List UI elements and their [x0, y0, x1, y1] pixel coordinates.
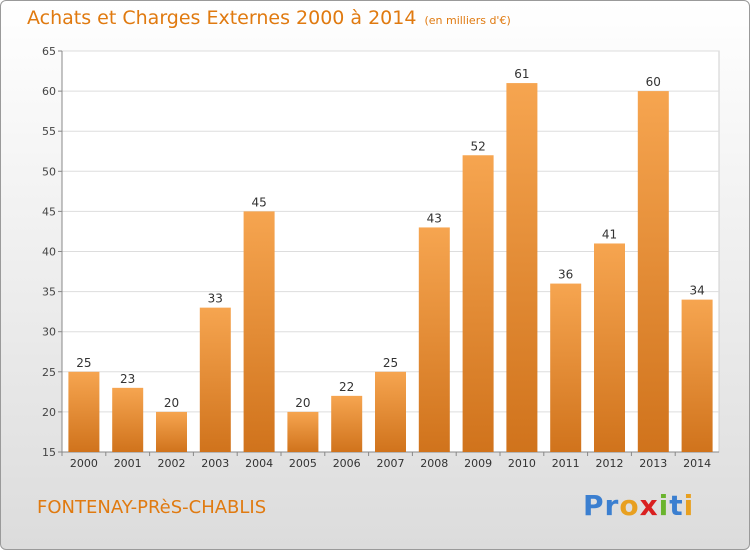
bar-value-label: 25 — [383, 356, 398, 370]
y-tick-label: 25 — [42, 366, 56, 379]
bar-value-label: 41 — [602, 227, 617, 241]
chart-title-text: Achats et Charges Externes 2000 à 2014 — [27, 7, 417, 29]
x-tick-label: 2003 — [201, 457, 229, 470]
y-tick-label: 60 — [42, 85, 56, 98]
logo-letter: x — [639, 489, 659, 522]
bar — [199, 307, 231, 452]
x-tick-label: 2009 — [464, 457, 492, 470]
logo-letter: o — [619, 489, 640, 522]
x-tick-label: 2002 — [158, 457, 186, 470]
y-tick-label: 65 — [42, 45, 56, 58]
logo-letter: r — [604, 489, 620, 522]
bar — [681, 299, 713, 452]
x-tick-label: 2010 — [508, 457, 536, 470]
bar — [462, 155, 494, 452]
bar-value-label: 52 — [470, 139, 485, 153]
bar-value-label: 45 — [251, 195, 266, 209]
x-tick-label: 2008 — [420, 457, 448, 470]
x-tick-label: 2007 — [377, 457, 405, 470]
y-tick-label: 55 — [42, 125, 56, 138]
logo-letter: t — [669, 489, 684, 522]
y-tick-label: 35 — [42, 286, 56, 299]
location-name: FONTENAY-PRèS-CHABLIS — [37, 497, 267, 518]
x-tick-label: 2006 — [333, 457, 361, 470]
x-tick-label: 2014 — [683, 457, 711, 470]
y-tick-label: 15 — [42, 446, 56, 459]
bar-value-label: 20 — [164, 396, 179, 410]
y-tick-label: 30 — [42, 326, 56, 339]
bar-value-label: 22 — [339, 380, 354, 394]
bar — [550, 283, 582, 452]
bar-value-label: 43 — [427, 211, 442, 225]
bar — [506, 83, 538, 452]
x-tick-label: 2013 — [639, 457, 667, 470]
bar-value-label: 61 — [514, 67, 529, 81]
bar — [637, 91, 669, 452]
x-tick-label: 2012 — [596, 457, 624, 470]
bar — [156, 411, 187, 452]
y-tick-label: 45 — [42, 205, 56, 218]
bar-value-label: 33 — [208, 292, 223, 306]
bar-value-label: 23 — [120, 372, 135, 386]
bar-value-label: 25 — [76, 356, 91, 370]
logo-letter: i — [683, 489, 695, 522]
bar-value-label: 36 — [558, 268, 573, 282]
bar — [287, 411, 319, 452]
bar-value-label: 20 — [295, 396, 310, 410]
proxiti-logo: Proxiti — [583, 489, 694, 522]
bar — [112, 387, 144, 452]
y-tick-label: 40 — [42, 246, 56, 259]
x-tick-label: 2011 — [552, 457, 580, 470]
x-tick-label: 2001 — [114, 457, 142, 470]
y-tick-label: 20 — [42, 406, 56, 419]
bar — [243, 211, 275, 452]
x-tick-label: 2000 — [70, 457, 98, 470]
bar — [68, 371, 100, 452]
bar — [331, 395, 363, 452]
x-tick-label: 2005 — [289, 457, 317, 470]
bar — [375, 371, 406, 452]
bar-value-label: 34 — [689, 284, 704, 298]
logo-letter: P — [583, 489, 605, 522]
bar — [418, 227, 450, 452]
logo-letter: i — [658, 489, 670, 522]
chart-title: Achats et Charges Externes 2000 à 2014 (e… — [27, 7, 511, 29]
chart-unit: (en milliers d'€) — [424, 14, 511, 27]
y-tick-label: 50 — [42, 165, 56, 178]
bar — [594, 243, 625, 452]
x-tick-label: 2004 — [245, 457, 273, 470]
bar-value-label: 60 — [646, 75, 661, 89]
